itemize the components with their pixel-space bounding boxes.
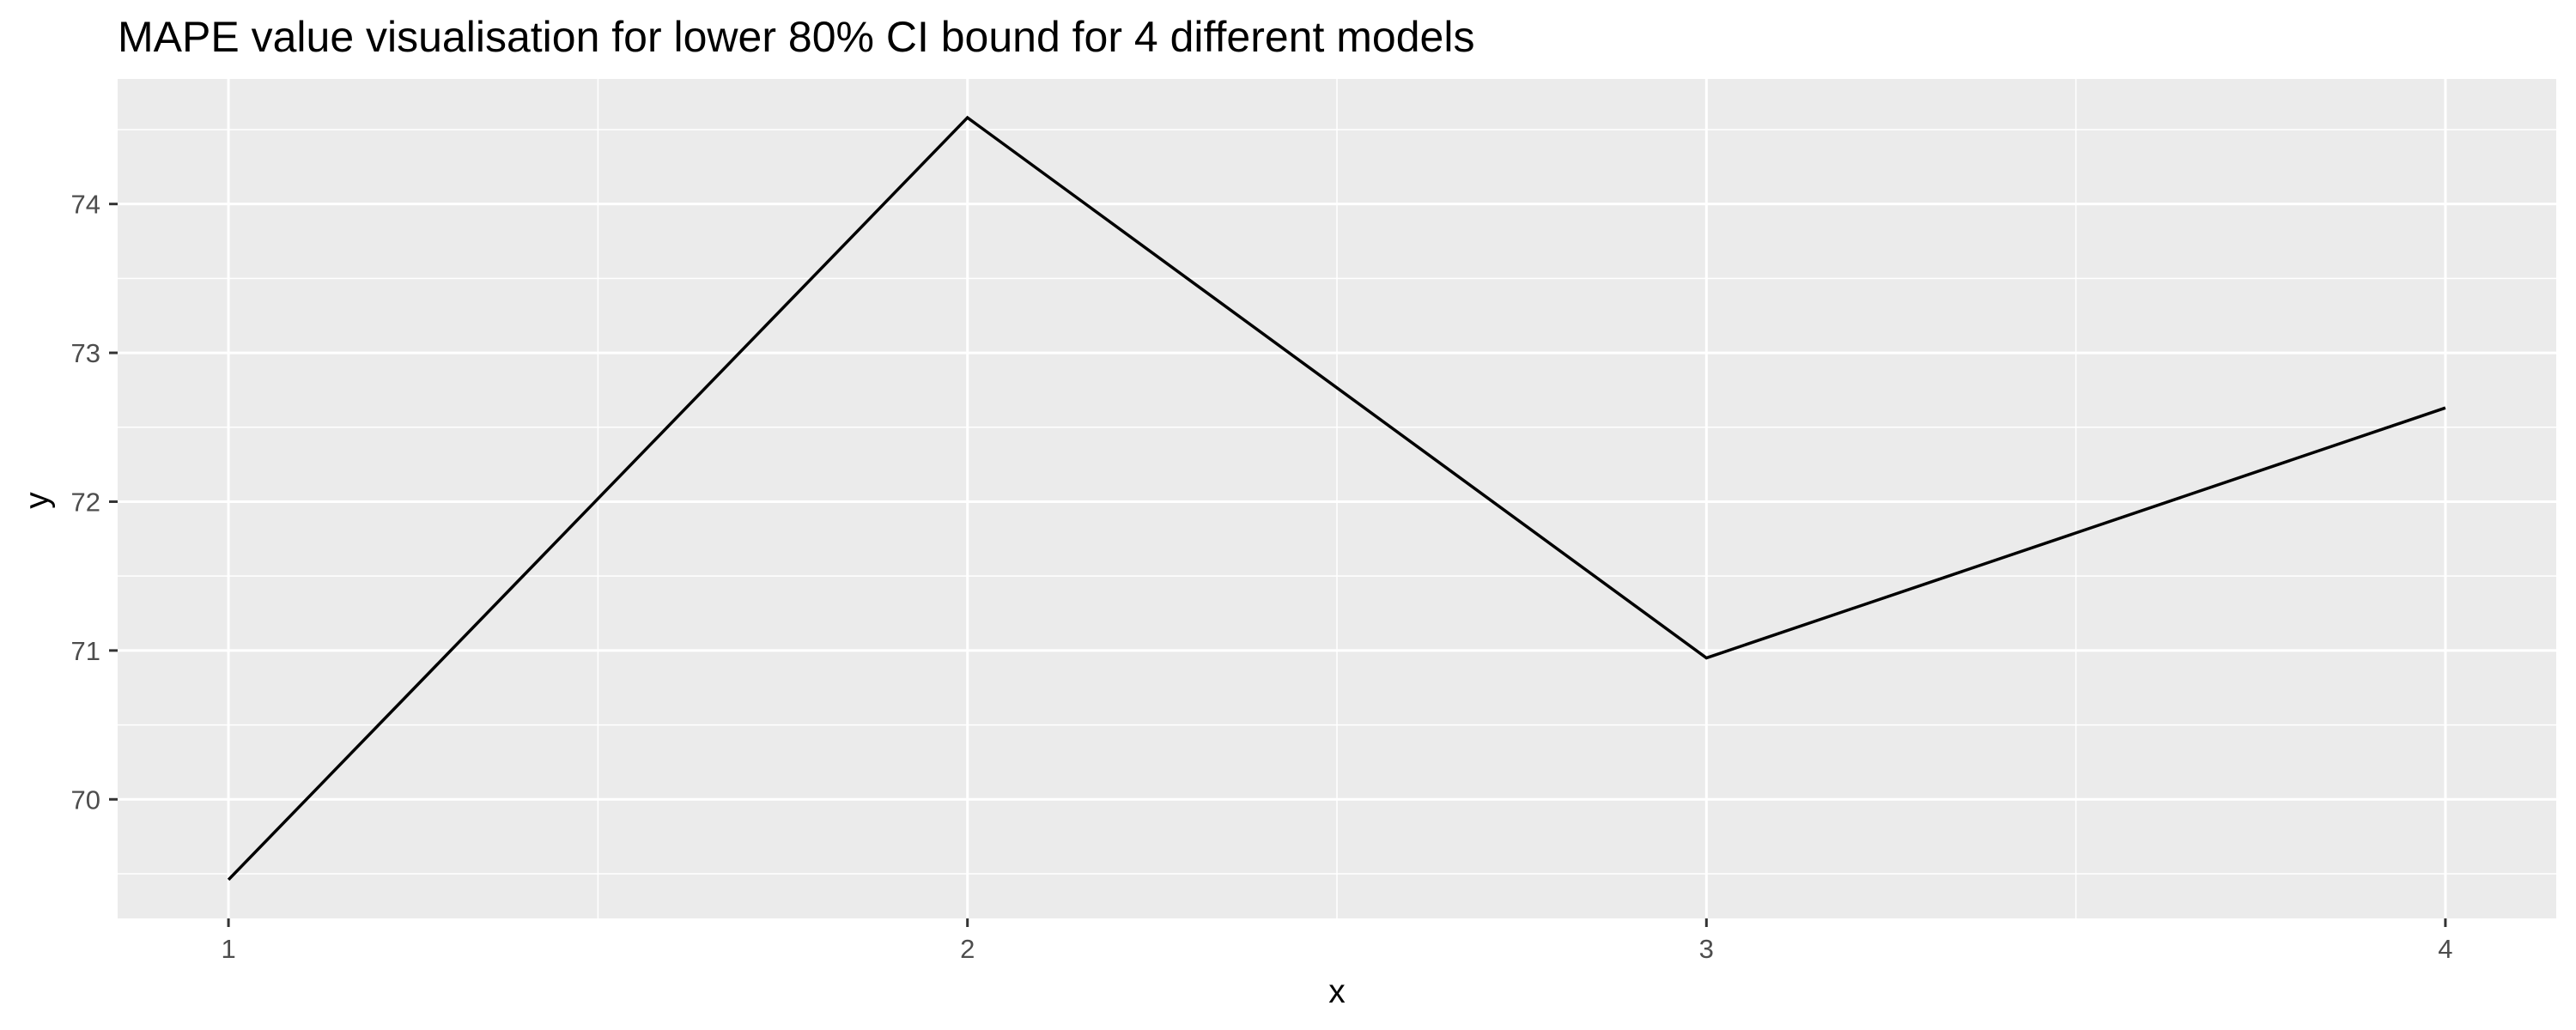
grid-major: [118, 79, 2556, 918]
y-axis-label: y: [19, 492, 56, 509]
y-axis: 70 71 72 73 74: [71, 190, 118, 815]
series-line-1: [227, 115, 2446, 882]
y-tick-label: 70: [71, 785, 100, 815]
chart-title: MAPE value visualisation for lower 80% C…: [118, 13, 1474, 61]
x-axis: 1 2 3 4: [221, 918, 2453, 964]
x-tick-label: 1: [221, 934, 235, 964]
y-tick-label: 71: [71, 636, 100, 666]
x-axis-label: x: [1328, 973, 1346, 1010]
y-tick-label: 74: [71, 190, 100, 220]
x-tick-label: 2: [960, 934, 975, 964]
y-tick-label: 72: [71, 487, 100, 517]
x-tick-label: 4: [2438, 934, 2452, 964]
x-tick-label: 3: [1699, 934, 1714, 964]
y-tick-label: 73: [71, 338, 100, 368]
series-layer: [227, 115, 2446, 882]
